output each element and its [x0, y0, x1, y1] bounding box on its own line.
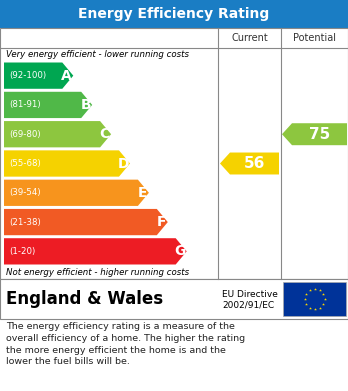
Text: (21-38): (21-38) [9, 217, 41, 226]
Polygon shape [4, 238, 187, 264]
Polygon shape [4, 151, 130, 177]
Polygon shape [4, 63, 73, 89]
Text: D: D [118, 156, 129, 170]
Polygon shape [4, 209, 168, 235]
Text: 2002/91/EC: 2002/91/EC [222, 301, 274, 310]
Bar [283, 282, 346, 316]
Text: England & Wales: England & Wales [6, 290, 163, 308]
Text: G: G [174, 244, 186, 258]
Text: E: E [138, 186, 147, 200]
Polygon shape [4, 179, 149, 206]
Polygon shape [4, 121, 111, 147]
Text: A: A [62, 69, 72, 83]
Text: EU Directive: EU Directive [222, 290, 278, 299]
Text: Current: Current [231, 33, 268, 43]
Text: (69-80): (69-80) [9, 130, 41, 139]
Text: (81-91): (81-91) [9, 100, 41, 109]
Bar [0, 28, 348, 279]
Text: (55-68): (55-68) [9, 159, 41, 168]
Text: Energy Efficiency Rating: Energy Efficiency Rating [78, 7, 270, 21]
Text: (92-100): (92-100) [9, 71, 46, 80]
Text: B: B [80, 98, 91, 112]
Text: 75: 75 [309, 127, 330, 142]
Polygon shape [220, 152, 279, 174]
Polygon shape [4, 92, 92, 118]
Text: F: F [157, 215, 166, 229]
Text: C: C [100, 127, 110, 141]
Bar [0, 279, 348, 319]
Text: 56: 56 [244, 156, 265, 171]
Text: Very energy efficient - lower running costs: Very energy efficient - lower running co… [6, 50, 189, 59]
Polygon shape [282, 123, 347, 145]
Bar [0, 0, 348, 28]
Text: (39-54): (39-54) [9, 188, 41, 197]
Text: (1-20): (1-20) [9, 247, 35, 256]
Text: Potential: Potential [293, 33, 336, 43]
Text: The energy efficiency rating is a measure of the
overall efficiency of a home. T: The energy efficiency rating is a measur… [6, 322, 245, 366]
Text: Not energy efficient - higher running costs: Not energy efficient - higher running co… [6, 268, 189, 277]
